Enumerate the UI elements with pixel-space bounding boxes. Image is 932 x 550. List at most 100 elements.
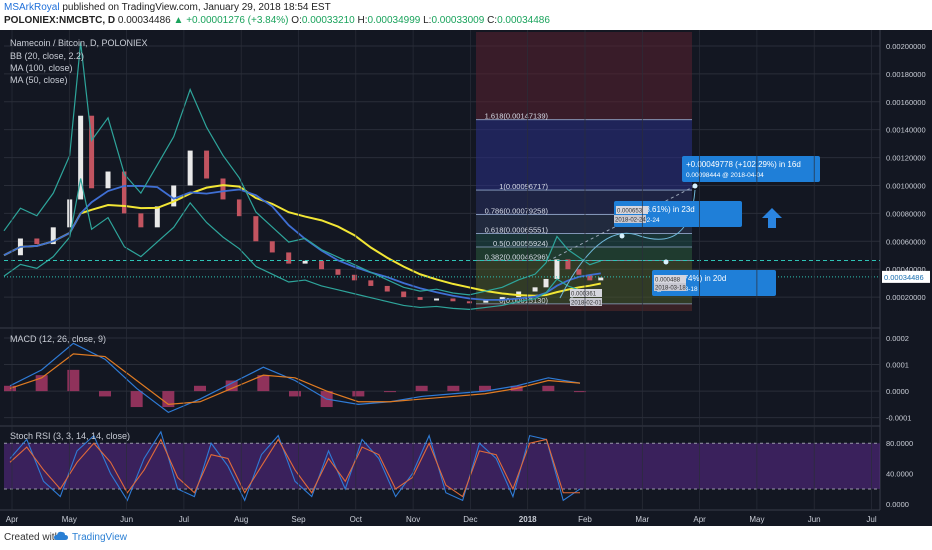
small-label-box: [570, 289, 602, 297]
candle: [499, 297, 505, 300]
price-axis-tick: 0.00200000: [886, 42, 926, 51]
small-label-box: [654, 275, 686, 283]
candle: [236, 199, 242, 217]
candle: [384, 285, 390, 292]
macd-line: [9, 342, 581, 414]
fib-level-label: 1.618(0.00147139): [485, 112, 549, 121]
macd-pane-title: MACD (12, 26, close, 9): [10, 334, 106, 344]
time-axis-tick: Jul: [179, 515, 189, 524]
time-axis[interactable]: Apr May Jun Jul Aug Sep Oct Nov Dec 2018 Feb Mar Apr…: [0, 30, 880, 524]
high-value: 0.00034999: [367, 15, 421, 26]
open-value: 0.00033210: [301, 15, 355, 26]
price-axis-tick: 0.00160000: [886, 98, 926, 107]
macd-histogram-bar: [130, 391, 143, 408]
ma50-legend: MA (50, close): [10, 75, 68, 85]
candle: [286, 252, 292, 264]
low-label: L:: [423, 15, 432, 26]
chart-header: MSArkRoyal published on TradingView.com,…: [0, 0, 932, 30]
last-price-tag: [882, 270, 930, 283]
candle: [204, 150, 210, 179]
close-value: 0.00034486: [497, 15, 550, 26]
tradingview-brand[interactable]: TradingView: [72, 532, 128, 543]
price-axis-tick: 0.00020000: [886, 293, 926, 302]
small-label-text: 2018-02-24: [615, 218, 646, 224]
fib-level-label: 0.382(0.00046296): [485, 252, 549, 261]
macd-histogram-bar: [194, 385, 206, 392]
time-axis-tick: 2018: [519, 515, 537, 524]
candle: [450, 298, 456, 302]
macd-axis-tick: 0.0002: [886, 334, 909, 343]
time-axis-tick: Aug: [234, 515, 248, 524]
candle: [89, 115, 95, 189]
candle: [351, 274, 357, 281]
projection-point: [663, 259, 669, 265]
author-link[interactable]: MSArkRoyal: [4, 2, 60, 13]
close-label: C:: [487, 15, 498, 26]
price-axis-tick: 0.00040000: [886, 265, 926, 274]
candle: [417, 297, 423, 300]
time-axis-tick: May: [749, 515, 764, 524]
small-label-text: 2018-03-18: [655, 286, 686, 292]
candle: [368, 280, 374, 286]
measure-box-text: 14 (-26.74%) in 20d: [656, 274, 726, 283]
macd-pane[interactable]: 0.0002 0.0001 0.0000 -0.0001: [0, 327, 911, 423]
projection-point: [619, 233, 625, 239]
fib-level-label: 0.786(0.00079258): [485, 206, 549, 215]
projection-point: [692, 183, 698, 189]
fib-level-label: 0.5(0.00055924): [493, 239, 549, 248]
small-label-text: 0.000361: [571, 292, 597, 298]
macd-histogram-bar: [415, 385, 428, 392]
macd-axis-tick: 0.0000: [886, 387, 909, 396]
stoch-rsi-pane[interactable]: 80.0000 40.0000 0.0000: [0, 425, 913, 509]
candle: [483, 299, 489, 303]
candle: [50, 227, 56, 245]
small-label-text: 2018-02-01: [571, 301, 602, 307]
candle: [335, 269, 341, 275]
candle: [543, 278, 549, 288]
time-axis-tick: Mar: [635, 515, 649, 524]
small-label-text: 0.000653: [617, 209, 643, 215]
macd-histogram-bar: [574, 391, 586, 393]
time-axis-tick: Nov: [406, 515, 420, 524]
low-value: 0.00033009: [431, 15, 485, 26]
chart-footer: Created with TradingView: [0, 526, 932, 550]
price-axis-tick: 0.00180000: [886, 70, 926, 79]
time-axis-tick: Feb: [578, 515, 592, 524]
candle: [105, 171, 111, 189]
stoch-k-line: [9, 430, 581, 502]
ma100-legend: MA (100, close): [10, 63, 73, 73]
publish-line: MSArkRoyal published on TradingView.com,…: [4, 2, 331, 13]
macd-histogram-bar: [352, 391, 365, 397]
chart-area[interactable]: 0.00200000 0.00180000 0.00160000 0.00140000…: [0, 30, 932, 526]
time-axis-tick: Apr: [6, 515, 19, 524]
candle: [78, 115, 84, 200]
symbol-label: POLONIEX:NMCBTC, D: [4, 15, 116, 26]
bb-lower-line: [3, 178, 601, 310]
candle: [587, 274, 593, 281]
candle: [220, 178, 226, 200]
macd-histogram-bar: [479, 385, 491, 392]
time-axis-tick: Jun: [120, 515, 133, 524]
stoch-axis-tick: 80.0000: [886, 439, 913, 448]
price-pane[interactable]: 0.00200000 0.00180000 0.00160000 0.00140000…: [3, 30, 930, 510]
time-axis-tick: Apr: [693, 515, 706, 524]
time-axis-tick: Sep: [291, 515, 306, 524]
macd-histogram-bar: [257, 375, 270, 392]
candle: [401, 291, 407, 298]
macd-histogram-bar: [67, 369, 80, 392]
candle: [253, 216, 259, 242]
fib-level-label: 1(0.00096717): [499, 182, 548, 191]
created-with-label: Created with: [4, 532, 61, 543]
small-label-box: [616, 206, 648, 214]
price-axis-tick: 0.00100000: [886, 181, 926, 190]
chart-svg[interactable]: 0.00200000 0.00180000 0.00160000 0.00140000…: [0, 30, 932, 526]
open-label: O:: [291, 15, 302, 26]
ma100-line: [3, 184, 601, 297]
time-axis-tick: Oct: [350, 515, 363, 524]
stoch-pane-title: Stoch RSI (3, 3, 14, 14, close): [10, 431, 130, 441]
fib-level-label: 0.618(0.00065551): [485, 226, 549, 235]
candle: [565, 259, 571, 270]
last-price: 0.00034486: [117, 15, 171, 26]
fib-zone: [476, 119, 692, 191]
candle: [138, 213, 144, 228]
